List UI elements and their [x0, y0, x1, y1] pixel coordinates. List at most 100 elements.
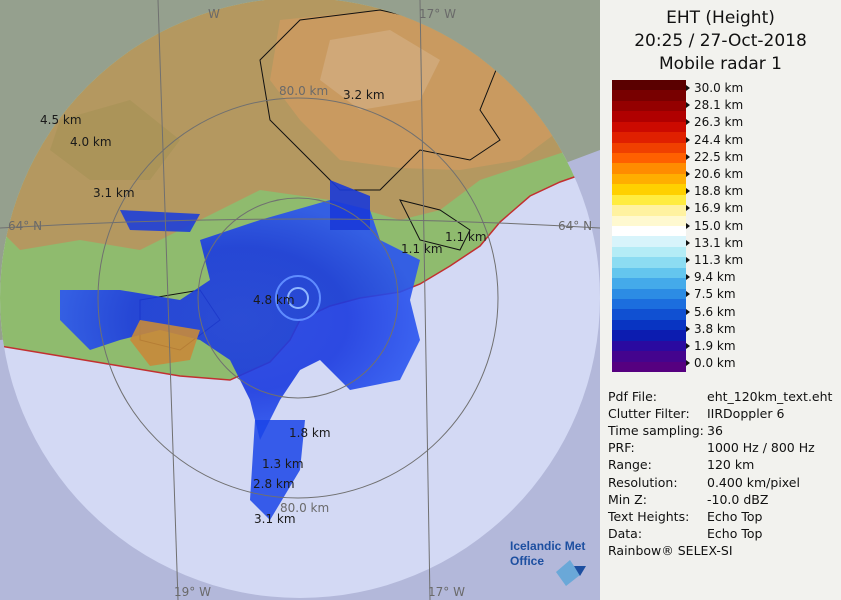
color-swatch [612, 111, 686, 123]
height-label: 2.8 km [253, 477, 295, 491]
color-scale-label: 15.0 km [685, 219, 743, 233]
datetime: 20:25 / 27-Oct-2018 [634, 31, 807, 51]
color-swatch [612, 246, 686, 258]
color-swatch [612, 226, 686, 237]
color-swatch [612, 153, 686, 164]
color-swatch [612, 257, 686, 269]
color-swatch [612, 361, 686, 373]
footer-credit: Rainbow® SELEX-SI [608, 543, 733, 558]
color-swatch [612, 142, 686, 154]
center-ring [287, 287, 309, 309]
color-swatch [612, 100, 686, 112]
color-scale-label: 30.0 km [685, 81, 743, 95]
height-label: 3.1 km [254, 512, 296, 526]
height-label: 3.1 km [93, 186, 135, 200]
info-value: IIRDoppler 6 [707, 406, 785, 422]
color-scale-label: 11.3 km [685, 253, 743, 267]
color-swatch [612, 173, 686, 185]
info-key: Min Z: [608, 491, 647, 507]
info-key: PRF: [608, 440, 635, 456]
color-swatch [612, 278, 686, 290]
height-label: 1.8 km [289, 426, 331, 440]
color-swatch [612, 319, 686, 331]
logo-line-1: Icelandic Met [510, 539, 586, 553]
glacier-outline-small [399, 199, 471, 251]
echo-north [330, 180, 370, 230]
color-scale-label: 22.5 km [685, 150, 743, 164]
info-key: Pdf File: [608, 389, 657, 404]
range-ring-40km [197, 197, 399, 399]
logo-mark [556, 560, 580, 586]
latitude-64n [0, 218, 600, 229]
radar-map[interactable]: W 17° W 64° N 64° N 19° W 17° W 80.0 km … [0, 0, 600, 600]
product-title: EHT (Height) [666, 8, 775, 28]
highland-west [50, 100, 180, 180]
height-label: 1.1 km [401, 242, 443, 256]
color-swatch [612, 340, 686, 352]
height-label: 4.5 km [40, 113, 82, 127]
color-swatch [612, 121, 686, 133]
color-scale-label: 16.9 km [685, 201, 743, 215]
map-canvas [0, 0, 600, 600]
info-value: 0.400 km/pixel [707, 474, 800, 490]
grid-label-64n-left: 64° N [8, 219, 43, 233]
height-label: 1.1 km [445, 230, 487, 244]
logo-text: Icelandic Met Office [510, 539, 585, 569]
color-scale-label: 20.6 km [685, 167, 743, 181]
color-swatch [612, 351, 686, 363]
info-key: Text Heights: [608, 508, 690, 524]
color-swatch [612, 215, 686, 227]
peak-area [320, 30, 440, 110]
color-swatch [612, 194, 686, 206]
color-swatch [612, 288, 686, 300]
info-key: Resolution: [608, 474, 678, 490]
info-value: 36 [707, 423, 723, 439]
color-swatch [612, 236, 686, 248]
range-label-north: 80.0 km [279, 84, 329, 98]
info-key: Data: [608, 525, 643, 541]
color-swatch [612, 184, 686, 196]
color-scale-label: 18.8 km [685, 184, 743, 198]
color-swatch [612, 163, 686, 175]
color-swatch [612, 80, 686, 91]
range-ring-80km [97, 97, 499, 499]
grid-label-19w: 19° W [174, 585, 211, 599]
height-label: 4.8 km [253, 293, 295, 307]
legend-panel: EHT (Height) 20:25 / 27-Oct-2018 Mobile … [600, 0, 841, 600]
grid-label-17w-bottom: 17° W [428, 585, 465, 599]
echo-field [60, 200, 420, 440]
info-key: Clutter Filter: [608, 406, 690, 422]
height-label: 1.3 km [262, 457, 304, 471]
info-key: Time sampling: [608, 423, 704, 439]
radar-name: Mobile radar 1 [659, 54, 782, 74]
info-key: Range: [608, 457, 652, 473]
color-scale-label: 1.9 km [686, 339, 736, 353]
info-value: Echo Top [707, 525, 763, 541]
color-swatch [612, 90, 686, 102]
color-scale-label: 5.6 km [686, 305, 736, 319]
color-scale-label: 7.5 km [686, 287, 736, 301]
logo-line-2: Office [510, 554, 545, 568]
color-swatch [612, 330, 686, 342]
color-swatch [612, 132, 686, 144]
info-value: 1000 Hz / 800 Hz [707, 440, 815, 456]
longitude-17w [419, 0, 431, 600]
color-swatch [612, 309, 686, 321]
color-scale [612, 80, 686, 373]
info-value: -10.0 dBZ [707, 491, 769, 507]
height-label: 3.2 km [343, 88, 385, 102]
longitude-19w [157, 0, 179, 600]
grid-label-17w-top: 17° W [419, 7, 456, 21]
logo-mark-2 [574, 566, 586, 576]
info-value: eht_120km_text.eht [707, 389, 833, 404]
color-scale-label: 9.4 km [686, 270, 736, 284]
range-label-south: 80.0 km [280, 501, 330, 515]
grid-label-w: W [208, 7, 220, 21]
color-scale-label: 28.1 km [685, 98, 743, 112]
color-scale-label: 24.4 km [685, 133, 743, 147]
info-value: Echo Top [707, 508, 763, 524]
land-patch [130, 320, 200, 366]
color-scale-label: 13.1 km [685, 236, 743, 250]
color-swatch [612, 205, 686, 217]
color-scale-label: 3.8 km [686, 322, 736, 336]
